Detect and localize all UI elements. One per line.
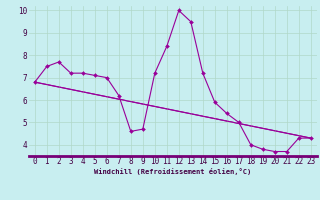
X-axis label: Windchill (Refroidissement éolien,°C): Windchill (Refroidissement éolien,°C): [94, 168, 252, 175]
